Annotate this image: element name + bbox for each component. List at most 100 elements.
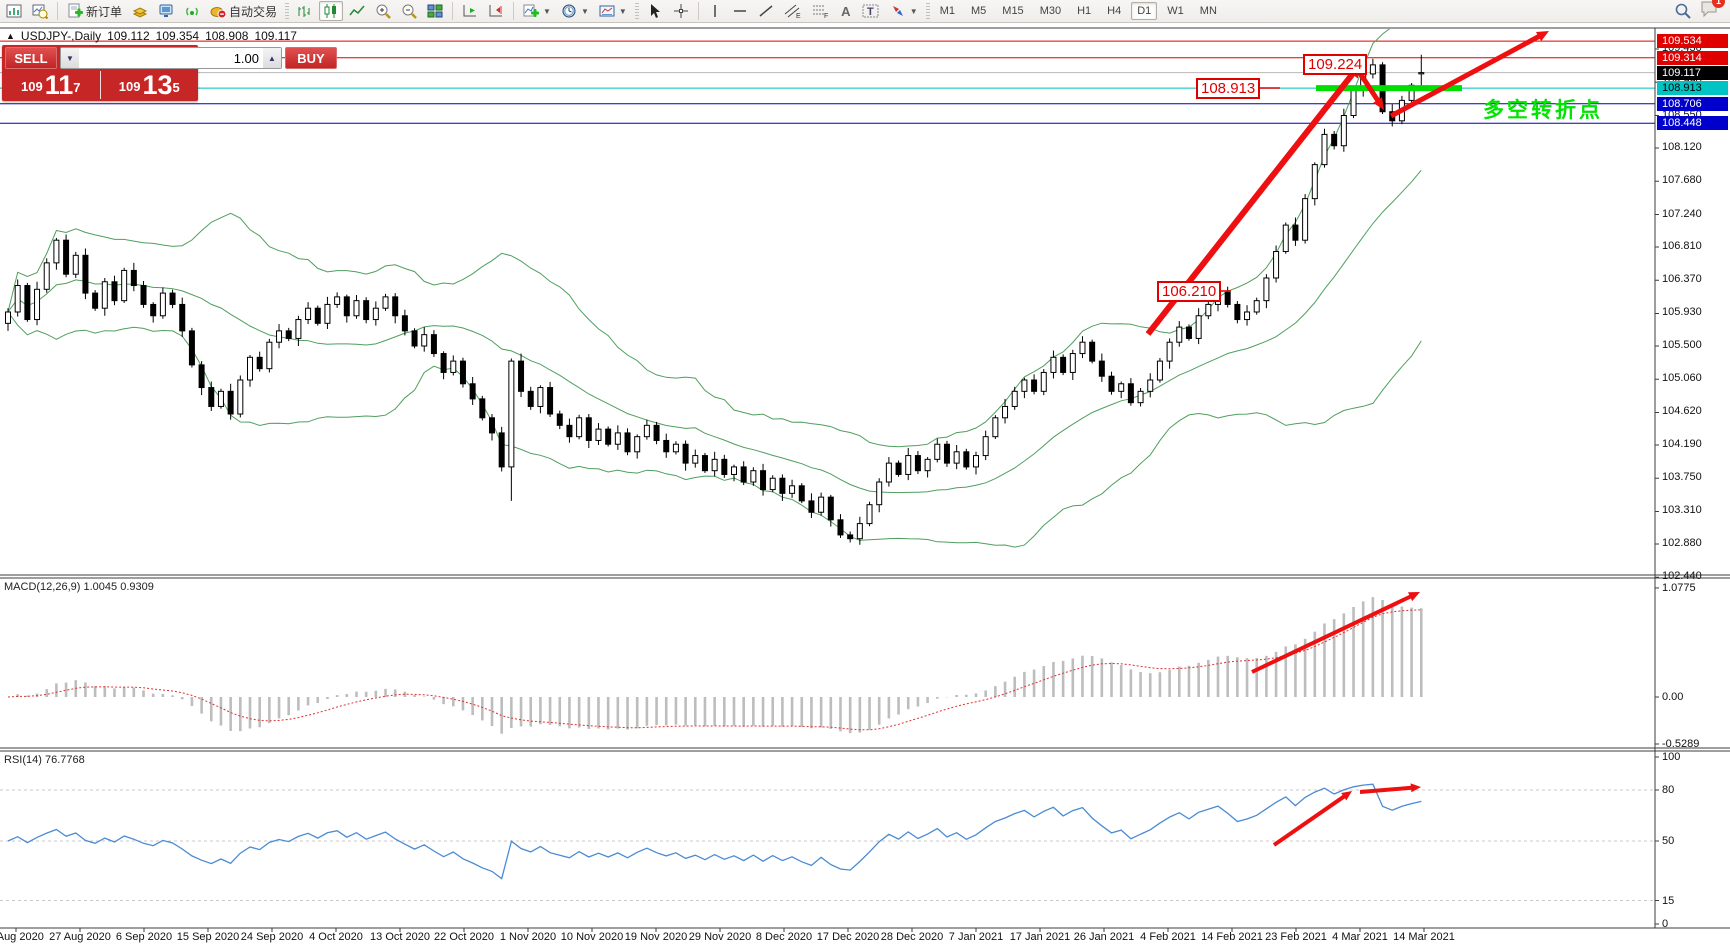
crosshair-tool-button[interactable] [669, 1, 693, 21]
y-axis-tick: 108.120 [1662, 141, 1702, 153]
charts-window-button[interactable] [2, 1, 26, 21]
timeframe-button-m1[interactable]: M1 [939, 5, 955, 17]
annotation-price-box-106210[interactable]: 106.210 [1157, 281, 1222, 302]
signals-button[interactable] [180, 1, 204, 21]
analysis-annotations[interactable] [1145, 31, 1549, 847]
sell-price[interactable]: 109 11 7 [2, 71, 101, 99]
timeframe-button-m15[interactable]: M15 [1002, 5, 1024, 17]
svg-text:F: F [824, 13, 828, 19]
ohlc-close: 109.117 [254, 29, 297, 43]
annotation-price-box-108913[interactable]: 108.913 [1196, 78, 1261, 99]
main-toolbar: 新订单 自动交易 ▼ ▼ ▼ E F A T ▼ M [0, 0, 1730, 23]
y-axis-tick: 105.930 [1662, 306, 1702, 319]
date-axis-label: 27 Aug 2020 [49, 931, 111, 943]
zoom-in-button[interactable] [371, 1, 395, 21]
date-axis-label: 4 Feb 2021 [1140, 931, 1196, 943]
macd-axis-tick: 0.00 [1662, 691, 1684, 703]
crosshair-icon [673, 4, 688, 18]
chart-shift-button[interactable] [484, 1, 508, 21]
date-axis-label: 1 Nov 2020 [499, 931, 557, 943]
sell-button[interactable]: SELL [5, 47, 57, 69]
candle-chart-mode-button[interactable] [319, 1, 344, 21]
arrows-tool-button[interactable]: ▼ [886, 1, 922, 21]
annotation-price-box-109224[interactable]: 109.224 [1303, 54, 1368, 75]
one-click-trading-panel: SELL ▼ ▲ BUY 109 11 7 109 13 5 [2, 45, 337, 101]
market-button[interactable] [128, 1, 152, 21]
date-axis-label: 4 Mar 2021 [1332, 931, 1388, 943]
timeframe-button-d1[interactable]: D1 [1131, 2, 1158, 20]
timeframe-button-w1[interactable]: W1 [1167, 5, 1184, 17]
notifications-button[interactable]: 1 [1700, 0, 1725, 22]
svg-text:E: E [796, 13, 801, 19]
zoom-in-icon [376, 4, 391, 19]
cursor-tool-button[interactable] [643, 1, 667, 21]
date-axis-label: 24 Sep 2020 [240, 931, 304, 943]
new-order-icon [68, 3, 83, 18]
algo-trading-button[interactable]: 自动交易 [206, 1, 281, 21]
date-axis-label: 14 Mar 2021 [1393, 931, 1455, 943]
date-axis-label: 8 Dec 2020 [755, 931, 813, 943]
rsi-axis-tick: 80 [1662, 784, 1675, 796]
volume-decrease-button[interactable]: ▼ [61, 48, 79, 68]
vertical-line-tool-button[interactable] [704, 1, 726, 21]
horizontal-line-tool-button[interactable] [728, 1, 752, 21]
text-label-tool-button[interactable]: T [858, 1, 884, 21]
sell-price-pips: 11 [44, 70, 74, 100]
date-axis-label: 29 Nov 2020 [688, 931, 752, 943]
buy-button[interactable]: BUY [285, 47, 337, 69]
date-axis-label: 19 Nov 2020 [624, 931, 688, 943]
y-axis-tick: 104.620 [1662, 405, 1702, 418]
arrows-dropdown-caret: ▼ [909, 6, 918, 16]
indicators-button[interactable]: ▼ [519, 1, 555, 21]
svg-text:T: T [867, 6, 874, 18]
new-order-button[interactable]: 新订单 [63, 1, 126, 21]
timeframe-button-h1[interactable]: H1 [1077, 5, 1092, 17]
tick-chart-button[interactable] [28, 1, 52, 21]
text-tool-button[interactable]: A [836, 1, 856, 21]
volume-increase-button[interactable]: ▲ [263, 48, 281, 68]
equidistant-channel-tool-button[interactable]: E [780, 1, 806, 21]
text-label-icon: T [862, 4, 879, 18]
templates-button[interactable]: ▼ [595, 1, 631, 21]
trendline-tool-button[interactable] [754, 1, 778, 21]
bar-chart-mode-button[interactable] [293, 1, 317, 21]
timeframe-button-h4[interactable]: H4 [1107, 5, 1122, 17]
vertical-line-icon [714, 5, 716, 17]
symbol-period-label: USDJPY-,Daily [20, 29, 102, 43]
auto-scroll-button[interactable] [458, 1, 482, 21]
tile-windows-button[interactable] [423, 1, 447, 21]
macd-axis-tick: 1.0775 [1662, 581, 1696, 594]
y-axis-tick: 106.370 [1662, 273, 1702, 286]
periods-button[interactable]: ▼ [557, 1, 593, 21]
timeframe-button-m5[interactable]: M5 [971, 5, 987, 17]
indicators-dropdown-caret: ▼ [543, 6, 551, 16]
candlesticks [5, 54, 1425, 545]
date-axis-label: 8 Aug 2020 [0, 931, 44, 943]
y-axis-tick: 104.190 [1662, 437, 1702, 450]
line-chart-mode-button[interactable] [345, 1, 369, 21]
y-axis-tick: 107.240 [1662, 207, 1702, 220]
zoom-out-icon [402, 4, 417, 19]
annotation-cn-text[interactable]: 多空转折点 [1483, 99, 1603, 122]
algo-trading-label: 自动交易 [229, 4, 278, 19]
timeframe-button-mn[interactable]: MN [1199, 5, 1217, 17]
one-click-panel-toggle-icon[interactable]: ▲ [6, 31, 15, 41]
chart-shift-icon [489, 5, 503, 17]
vps-button[interactable] [154, 1, 178, 21]
template-icon [599, 5, 615, 17]
macd-value-signal: 0.9309 [120, 581, 154, 593]
tile-windows-icon [427, 4, 443, 18]
line-chart-icon [349, 5, 365, 16]
search-icon[interactable] [1674, 2, 1692, 20]
cursor-icon [650, 4, 660, 18]
timeframe-button-m30[interactable]: M30 [1039, 5, 1062, 17]
market-book-icon [132, 7, 148, 18]
volume-input[interactable] [79, 50, 263, 66]
zoom-out-button[interactable] [397, 1, 421, 21]
chart-title: ▲ USDJPY-,Daily 109.112 109.354 108.908 … [6, 29, 297, 43]
date-axis-label: 10 Nov 2020 [560, 931, 624, 943]
buy-price[interactable]: 109 13 5 [101, 71, 199, 99]
fibonacci-tool-button[interactable]: F [808, 1, 834, 21]
candlestick-chart-icon [324, 4, 337, 18]
